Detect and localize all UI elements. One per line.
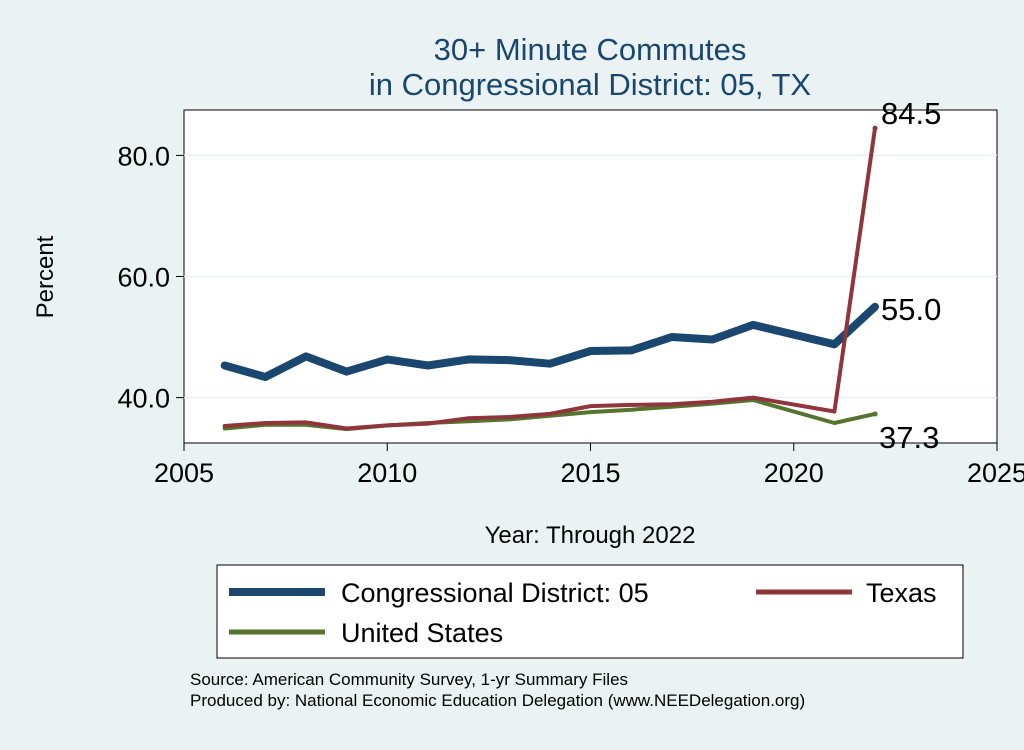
series-end-point <box>872 125 878 131</box>
series-end-point <box>872 411 878 417</box>
end-label-cd05: 55.0 <box>881 292 941 327</box>
end-label-texas: 84.5 <box>881 96 941 131</box>
y-tick-label: 40.0 <box>117 384 170 414</box>
legend-box <box>216 564 964 659</box>
series-end-point <box>872 304 878 310</box>
legend-label-united-states: United States <box>341 618 503 648</box>
x-axis-title: Year: Through 2022 <box>485 522 696 549</box>
y-axis-title: Percent <box>32 235 59 318</box>
series-line-cd05 <box>220 302 879 381</box>
legend: Congressional District: 05 Texas United … <box>216 564 964 659</box>
series-line-texas <box>222 126 877 431</box>
chart-title-line1: 30+ Minute Commutes <box>434 32 747 67</box>
x-tick-label: 2025 <box>967 458 1024 488</box>
chart-title-line2: in Congressional District: 05, TX <box>369 67 812 102</box>
legend-label-cd05: Congressional District: 05 <box>341 578 649 608</box>
x-tick-label: 2010 <box>357 458 417 488</box>
series-lines <box>220 125 879 432</box>
x-tick-label: 2005 <box>154 458 214 488</box>
y-tick-label: 80.0 <box>117 141 170 171</box>
y-tick-label: 60.0 <box>117 263 170 293</box>
axes: 40.0 60.0 80.0 2005 2010 2015 2020 2025 <box>117 141 1024 488</box>
end-label-united-states: 37.3 <box>879 420 939 455</box>
end-labels: 55.0 84.5 37.3 <box>879 96 941 455</box>
x-tick-label: 2015 <box>560 458 620 488</box>
x-tick-label: 2020 <box>764 458 824 488</box>
legend-label-texas: Texas <box>866 578 937 608</box>
grid-lines <box>184 154 997 399</box>
chart-footer: Source: American Community Survey, 1-yr … <box>190 669 805 711</box>
source-note: Source: American Community Survey, 1-yr … <box>190 670 629 689</box>
produced-by-note: Produced by: National Economic Education… <box>190 691 806 710</box>
